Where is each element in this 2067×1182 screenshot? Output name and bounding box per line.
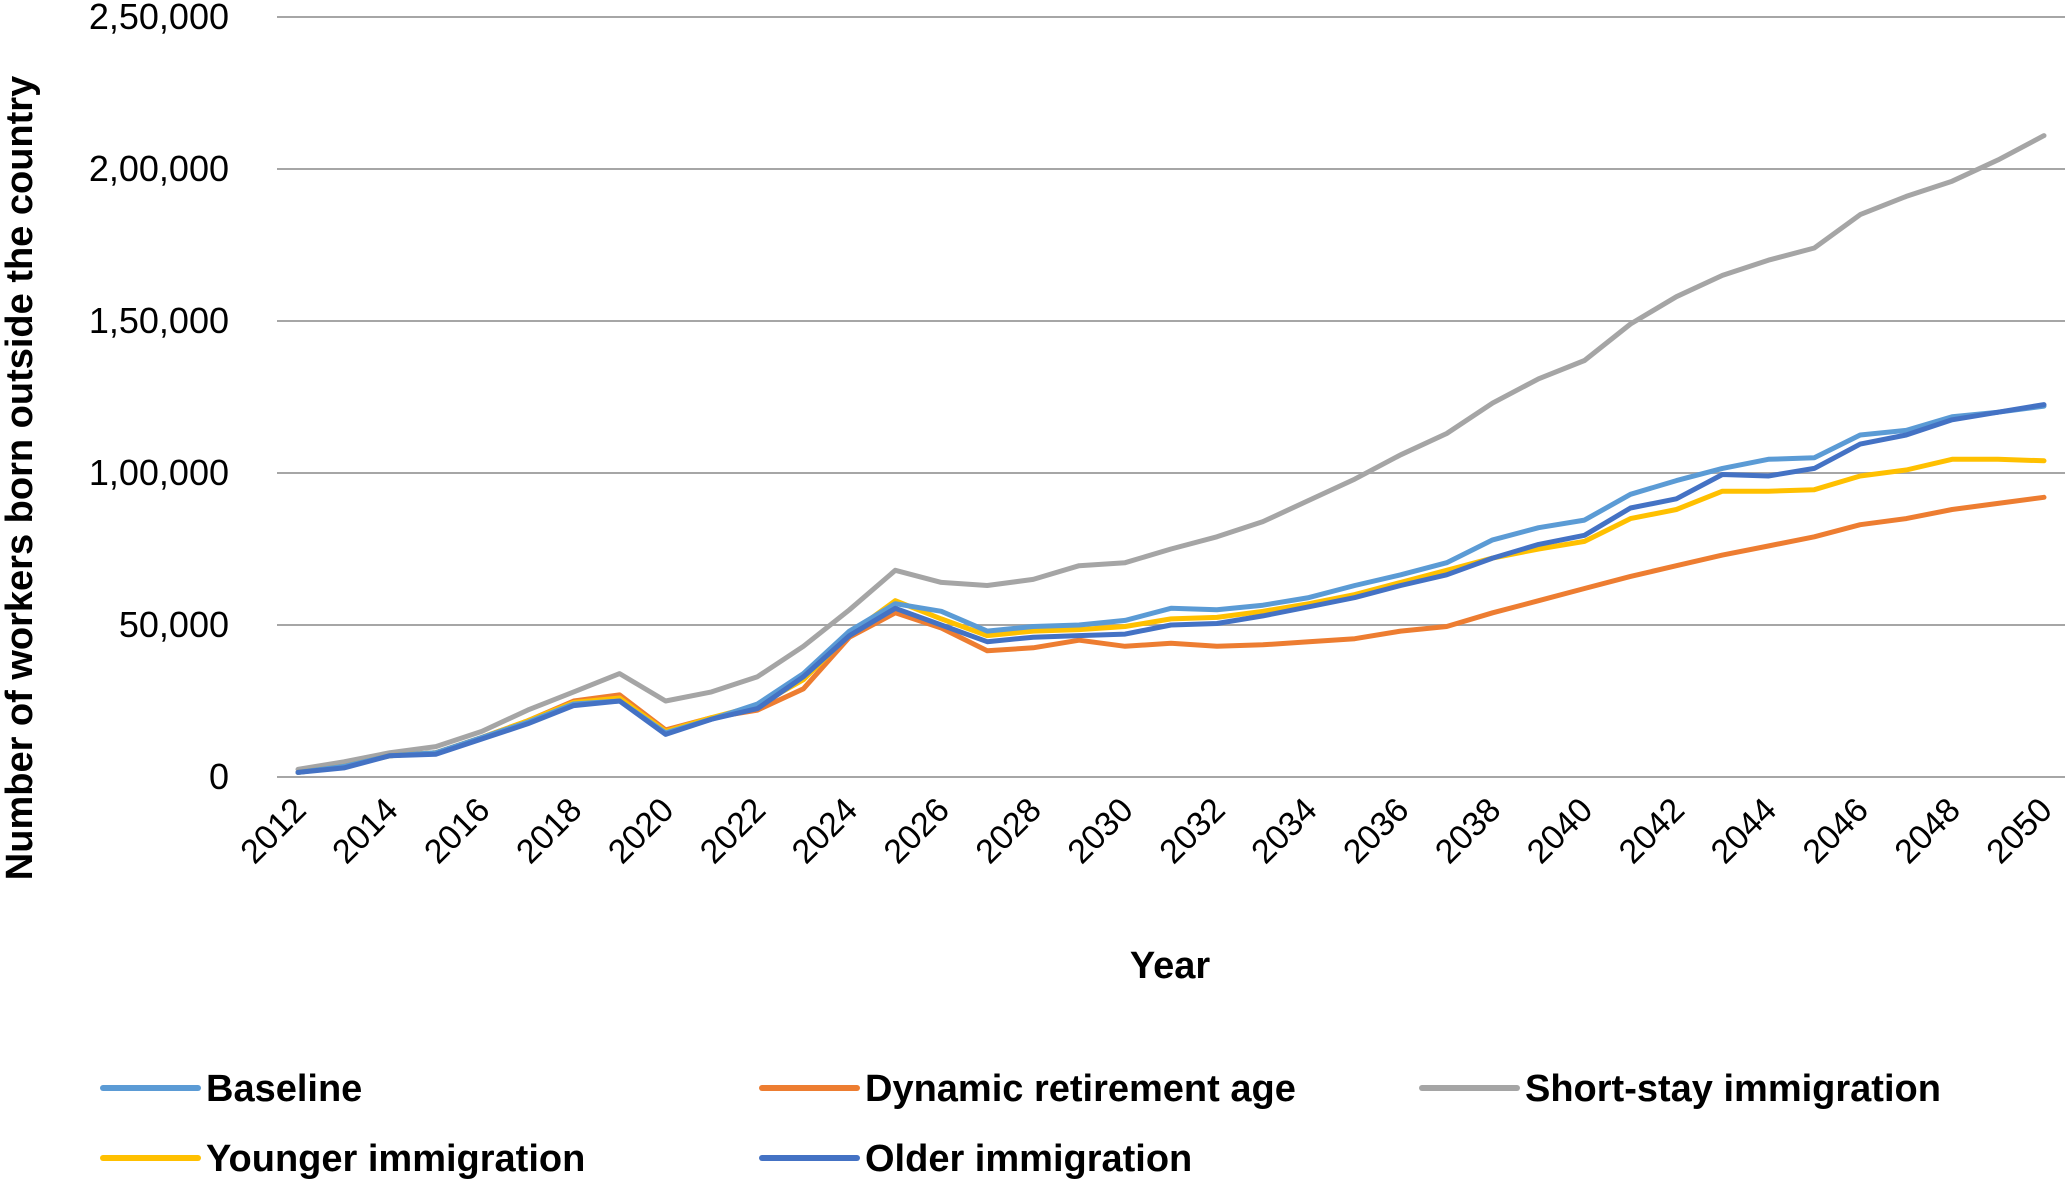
y-axis-tick-labels: 0 50,000 1,00,000 1,50,000 2,00,000 2,50,000 <box>89 0 229 797</box>
legend-label-older-immigration: Older immigration <box>865 1138 1192 1180</box>
x-tick-label: 2024 <box>785 791 865 871</box>
x-tick-label: 2048 <box>1887 791 1967 871</box>
x-tick-label: 2016 <box>417 791 497 871</box>
y-tick-label: 2,00,000 <box>89 148 229 189</box>
x-axis-tick-labels: 2012 2014 2016 2018 2020 2022 2024 2026 2028 2030… <box>233 791 2059 871</box>
x-tick-label: 2032 <box>1152 791 1232 871</box>
legend-label-younger-immigration: Younger immigration <box>206 1138 585 1180</box>
grid-lines <box>277 16 2065 778</box>
y-tick-label: 1,00,000 <box>89 452 229 493</box>
x-tick-label: 2020 <box>601 791 681 871</box>
x-tick-label: 2042 <box>1612 791 1692 871</box>
y-tick-label: 0 <box>209 756 229 797</box>
x-tick-label: 2040 <box>1520 791 1600 871</box>
y-tick-label: 1,50,000 <box>89 300 229 341</box>
y-axis-title: Number of workers born outside the count… <box>0 76 41 880</box>
y-tick-label: 2,50,000 <box>89 0 229 37</box>
x-tick-label: 2028 <box>968 791 1048 871</box>
x-tick-label: 2012 <box>233 791 313 871</box>
y-tick-label: 50,000 <box>119 604 229 645</box>
x-tick-label: 2036 <box>1336 791 1416 871</box>
x-tick-label: 2014 <box>325 791 405 871</box>
legend-label-dynamic-retirement-age: Dynamic retirement age <box>865 1068 1296 1110</box>
x-tick-label: 2018 <box>509 791 589 871</box>
x-tick-label: 2046 <box>1796 791 1876 871</box>
legend-label-baseline: Baseline <box>206 1068 362 1110</box>
x-tick-label: 2050 <box>1979 791 2059 871</box>
series-line-dynamic-retirement-age <box>295 494 2047 775</box>
x-tick-label: 2034 <box>1244 791 1324 871</box>
x-tick-label: 2022 <box>693 791 773 871</box>
series-line-older-immigration <box>295 402 2047 775</box>
x-tick-label: 2026 <box>877 791 957 871</box>
x-tick-label: 2044 <box>1704 791 1784 871</box>
series-lines <box>295 133 2047 775</box>
series-line-short-stay-immigration <box>295 133 2047 772</box>
x-axis-title: Year <box>1130 945 1211 987</box>
series-line-younger-immigration <box>295 456 2047 775</box>
legend: Baseline Dynamic retirement age Short-stay… <box>100 1068 1941 1180</box>
legend-label-short-stay-immigration: Short-stay immigration <box>1525 1068 1941 1110</box>
series-line-baseline <box>295 403 2047 775</box>
x-tick-label: 2030 <box>1060 791 1140 871</box>
x-tick-label: 2038 <box>1428 791 1508 871</box>
